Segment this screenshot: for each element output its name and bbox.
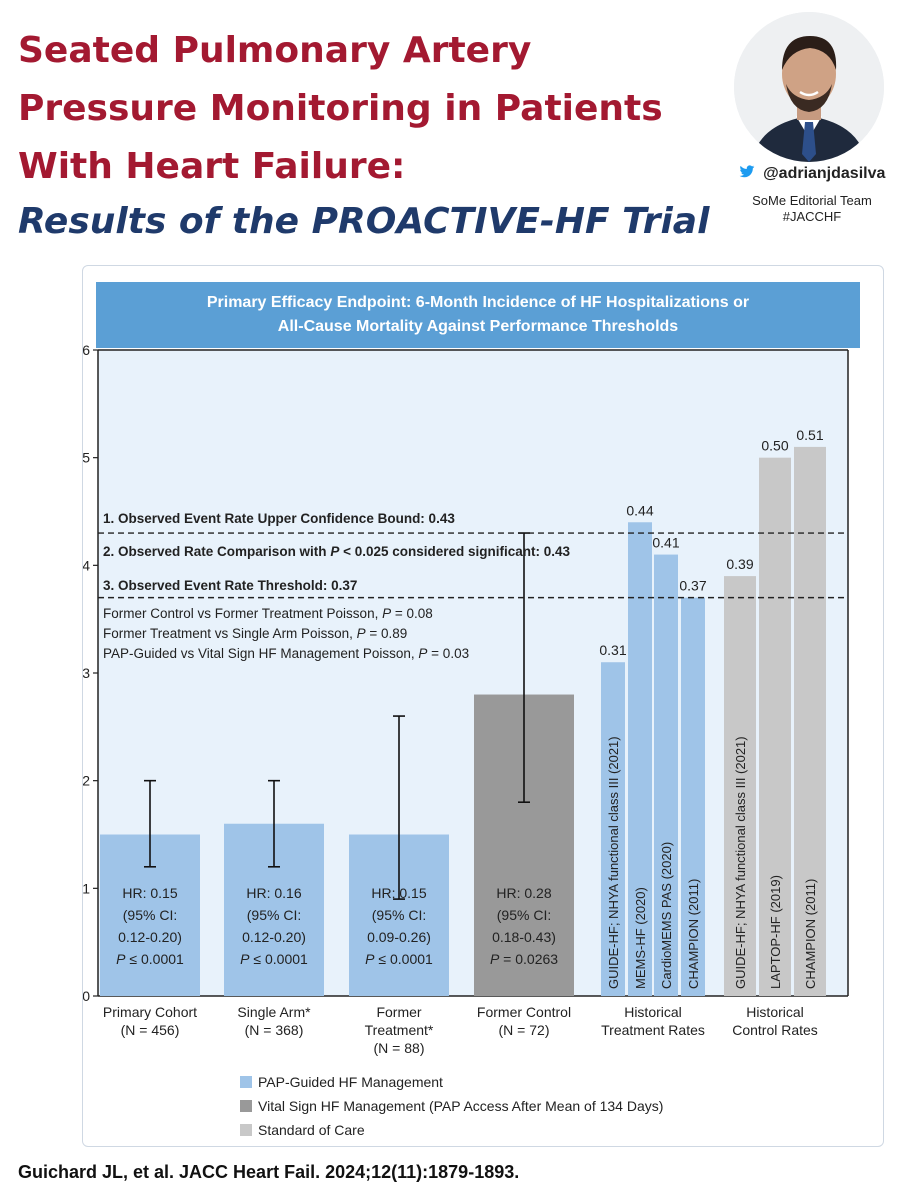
- x-category-label: Primary Cohort: [103, 1004, 197, 1020]
- bar-annotation: P ≤ 0.0001: [240, 951, 308, 967]
- legend-swatch: [240, 1076, 252, 1088]
- historical-bar-name: CHAMPION (2011): [803, 879, 818, 989]
- bar-annotation: 0.18-0.43): [492, 929, 556, 945]
- legend-swatch: [240, 1100, 252, 1112]
- x-category-label: Single Arm*: [237, 1004, 311, 1020]
- page-title: Seated Pulmonary Artery Pressure Monitor…: [18, 22, 718, 196]
- historical-bar-name: GUIDE-HF; NHYA functional class III (202…: [606, 736, 621, 989]
- page-subtitle: Results of the PROACTIVE-HF Trial: [18, 201, 710, 242]
- historical-bar: [654, 554, 678, 996]
- historical-bar: [794, 446, 826, 996]
- historical-bar: [724, 576, 756, 996]
- historical-bar: [628, 522, 652, 996]
- x-category-label: Historical: [746, 1004, 804, 1020]
- historical-bar: [759, 457, 791, 996]
- bar-annotation: 0.09-0.26): [367, 929, 431, 945]
- y-tick-label: 0.4: [83, 557, 90, 573]
- threshold-label: 2. Observed Rate Comparison with P < 0.0…: [103, 544, 571, 559]
- y-tick-label: 0.5: [83, 450, 90, 466]
- bar-value-label: 0.41: [652, 535, 679, 551]
- editorial-team: SoMe Editorial Team #JACCHF: [752, 193, 872, 224]
- title-line: Pressure Monitoring in Patients: [18, 88, 663, 129]
- historical-bar: [601, 662, 625, 996]
- bar-annotation: HR: 0.15: [122, 885, 177, 901]
- bar-annotation: P ≤ 0.0001: [116, 951, 184, 967]
- y-tick-label: 0.1: [83, 880, 90, 896]
- bar-annotation: P = 0.0263: [490, 951, 558, 967]
- bar-value-label: 0.51: [796, 427, 823, 443]
- y-tick-label: 0.3: [83, 665, 90, 681]
- x-category-label: Historical: [624, 1004, 682, 1020]
- historical-bar-name: CHAMPION (2011): [686, 879, 701, 989]
- historical-bar-name: GUIDE-HF; NHYA functional class III (202…: [733, 736, 748, 989]
- x-category-label: (N = 456): [121, 1022, 180, 1038]
- citation: Guichard JL, et al. JACC Heart Fail. 202…: [18, 1162, 520, 1182]
- y-tick-label: 0.0: [83, 988, 90, 1004]
- threshold-label: 3. Observed Event Rate Threshold: 0.37: [103, 578, 357, 593]
- bar-annotation: (95% CI:: [497, 907, 551, 923]
- plot-area: [98, 350, 848, 996]
- x-category-label: Former Control: [477, 1004, 571, 1020]
- y-tick-label: 0.2: [83, 773, 90, 789]
- bar-annotation: P ≤ 0.0001: [365, 951, 433, 967]
- bar-annotation: (95% CI:: [123, 907, 177, 923]
- bar-annotation: (95% CI:: [372, 907, 426, 923]
- poisson-note: Former Treatment vs Single Arm Poisson, …: [103, 626, 407, 641]
- legend-swatch: [240, 1124, 252, 1136]
- bar-value-label: 0.37: [679, 578, 706, 594]
- poisson-note: PAP-Guided vs Vital Sign HF Management P…: [103, 646, 469, 661]
- threshold-label: 1. Observed Event Rate Upper Confidence …: [103, 511, 455, 526]
- bar-annotation: 0.12-0.20): [242, 929, 306, 945]
- historical-bar-name: MEMS-HF (2020): [633, 887, 648, 989]
- efficacy-chart: Primary Efficacy Endpoint: 6-Month Incid…: [83, 282, 860, 1138]
- bar-value-label: 0.50: [761, 438, 788, 454]
- historical-bar-name: CardioMEMS PAS (2020): [659, 842, 674, 989]
- x-category-label: Former: [376, 1004, 421, 1020]
- bar-annotation: 0.12-0.20): [118, 929, 182, 945]
- bar-annotation: HR: 0.16: [246, 885, 301, 901]
- title-line: With Heart Failure:: [18, 146, 406, 187]
- x-category-label: (N = 72): [499, 1022, 550, 1038]
- bar-value-label: 0.31: [599, 642, 626, 658]
- title-line: Seated Pulmonary Artery: [18, 30, 532, 71]
- bar-value-label: 0.44: [626, 502, 653, 518]
- x-category-label: Control Rates: [732, 1022, 818, 1038]
- x-category-label: (N = 368): [245, 1022, 304, 1038]
- chart-title-banner: [96, 282, 860, 348]
- legend-label: Vital Sign HF Management (PAP Access Aft…: [258, 1098, 663, 1114]
- historical-bar: [681, 597, 705, 996]
- bar-annotation: HR: 0.28: [496, 885, 551, 901]
- twitter-bird-icon: [739, 165, 759, 182]
- author-avatar: [734, 12, 884, 162]
- legend-label: PAP-Guided HF Management: [258, 1074, 443, 1090]
- y-tick-label: 0.6: [83, 342, 90, 358]
- poisson-note: Former Control vs Former Treatment Poiss…: [103, 606, 433, 621]
- legend-label: Standard of Care: [258, 1122, 365, 1138]
- bar-value-label: 0.39: [726, 556, 753, 572]
- bar-annotation: HR: 0.15: [371, 885, 426, 901]
- bar-annotation: (95% CI:: [247, 907, 301, 923]
- figure-panel: Primary Efficacy Endpoint: 6-Month Incid…: [82, 265, 884, 1147]
- x-category-label: (N = 88): [374, 1040, 425, 1056]
- historical-bar-name: LAPTOP-HF (2019): [768, 875, 783, 989]
- twitter-handle[interactable]: @adrianjdasilva: [732, 165, 892, 183]
- x-category-label: Treatment*: [365, 1022, 434, 1038]
- x-category-label: Treatment Rates: [601, 1022, 705, 1038]
- chart-title-line: All-Cause Mortality Against Performance …: [278, 318, 678, 335]
- chart-title-line: Primary Efficacy Endpoint: 6-Month Incid…: [207, 294, 749, 311]
